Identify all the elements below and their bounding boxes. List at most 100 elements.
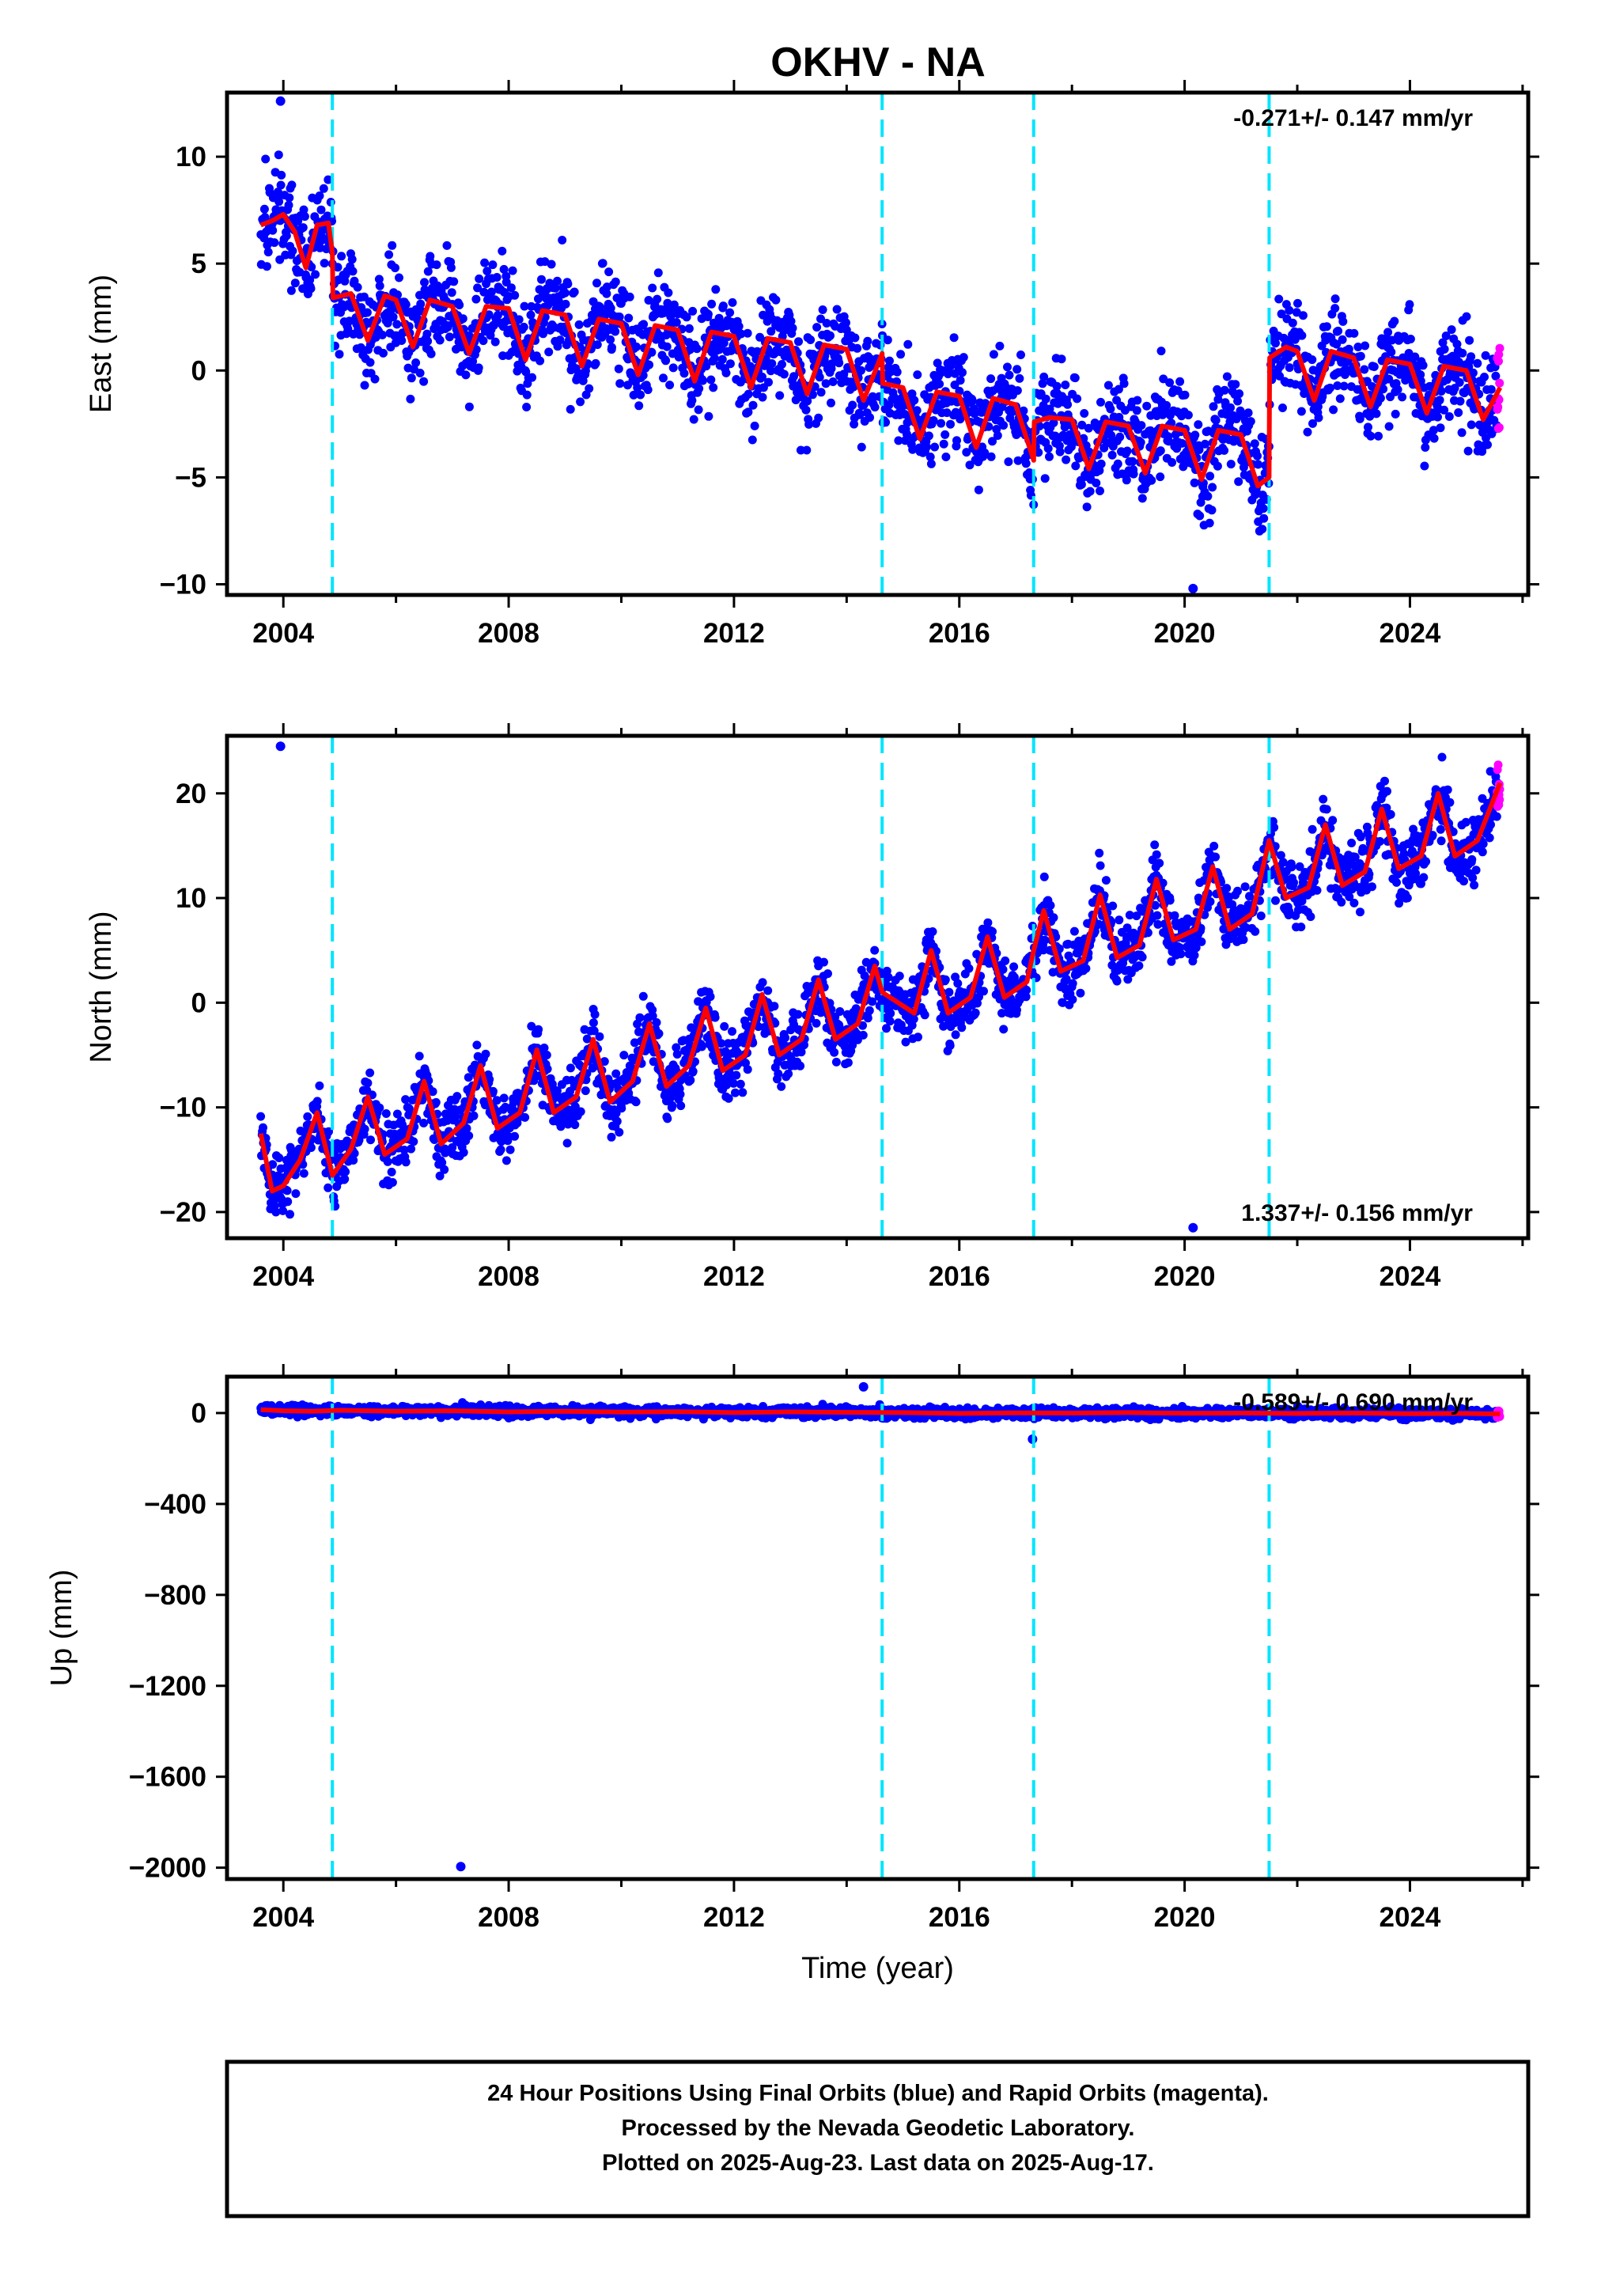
data-point — [1328, 816, 1338, 825]
data-point — [1338, 316, 1348, 326]
data-point — [274, 1154, 284, 1162]
data-point — [758, 372, 766, 381]
data-point — [946, 419, 955, 429]
data-point — [1012, 386, 1022, 396]
data-point — [1107, 450, 1117, 460]
data-point — [1461, 817, 1470, 827]
data-point — [818, 305, 827, 314]
data-point — [1122, 923, 1132, 933]
data-point — [262, 262, 271, 271]
data-point — [1016, 350, 1025, 359]
data-point — [1368, 382, 1377, 391]
data-point — [437, 1158, 447, 1167]
data-point — [1251, 926, 1260, 936]
data-point — [606, 304, 615, 313]
data-point — [498, 246, 507, 256]
data-point — [928, 927, 937, 936]
outlier-point — [1188, 583, 1198, 593]
y-tick-label: 20 — [176, 779, 206, 809]
data-point — [958, 368, 967, 377]
data-point — [797, 1048, 806, 1057]
data-point — [464, 402, 474, 411]
data-point — [706, 992, 715, 1002]
data-point — [1046, 900, 1055, 910]
data-point — [383, 1157, 392, 1166]
data-point — [1435, 396, 1444, 405]
data-point — [1393, 385, 1402, 394]
figure-title: OKHV - NA — [770, 40, 986, 85]
data-point — [760, 361, 770, 370]
data-point — [1003, 362, 1012, 372]
data-point — [815, 373, 824, 382]
data-point — [660, 305, 669, 314]
data-point — [901, 1037, 910, 1047]
data-point — [1271, 339, 1280, 348]
data-point — [697, 1042, 706, 1051]
data-point — [1356, 832, 1365, 842]
data-point — [956, 376, 965, 385]
data-point — [1398, 392, 1407, 402]
data-point — [853, 343, 862, 353]
data-point — [1108, 901, 1118, 911]
data-point — [816, 314, 825, 324]
y-tick-label: 0 — [191, 987, 206, 1018]
data-point — [759, 310, 768, 320]
data-point — [1177, 438, 1187, 448]
data-point — [1308, 419, 1317, 428]
data-point — [728, 1027, 736, 1036]
data-point — [401, 300, 411, 309]
data-point — [1418, 361, 1428, 370]
data-point — [669, 300, 679, 309]
data-point — [1483, 440, 1492, 449]
data-point — [1058, 998, 1067, 1007]
data-point — [789, 372, 798, 381]
data-point — [1368, 882, 1376, 892]
data-point — [986, 374, 996, 384]
x-tick-label: 2008 — [478, 1261, 539, 1292]
data-point — [1045, 404, 1054, 414]
data-point — [426, 252, 435, 261]
data-point — [283, 1197, 293, 1207]
data-point — [268, 1160, 278, 1169]
data-point — [1103, 381, 1113, 390]
data-point — [639, 320, 649, 329]
data-point — [826, 331, 835, 340]
data-point — [1308, 824, 1317, 834]
data-point — [1322, 805, 1331, 814]
data-point — [629, 390, 638, 400]
data-point — [903, 339, 913, 349]
data-point — [552, 1086, 562, 1096]
data-point — [1384, 422, 1394, 431]
data-point — [659, 373, 668, 383]
data-point — [562, 1139, 572, 1148]
data-point — [1256, 911, 1266, 921]
data-point — [416, 299, 426, 309]
data-point — [393, 290, 402, 300]
data-point — [387, 1167, 396, 1176]
data-point — [689, 415, 698, 424]
data-point — [1295, 862, 1304, 871]
data-point — [725, 359, 735, 369]
data-point — [488, 1086, 498, 1096]
data-point — [758, 978, 767, 987]
data-point — [320, 259, 329, 268]
data-point — [1433, 412, 1442, 422]
data-point — [949, 333, 959, 343]
data-point — [1233, 396, 1243, 406]
data-point — [1039, 945, 1048, 955]
data-point — [430, 1135, 439, 1144]
data-point — [661, 356, 671, 366]
data-point — [1298, 311, 1308, 320]
x-tick-label: 2020 — [1154, 618, 1216, 649]
data-point — [392, 1109, 402, 1119]
data-point — [1379, 385, 1388, 394]
data-point — [725, 1070, 735, 1080]
data-point — [1137, 953, 1147, 962]
rapid-orbit-points — [1493, 343, 1504, 434]
data-point — [672, 318, 681, 327]
data-point — [988, 926, 997, 936]
data-point — [823, 969, 832, 979]
data-point — [419, 1119, 429, 1127]
data-point — [379, 348, 388, 358]
